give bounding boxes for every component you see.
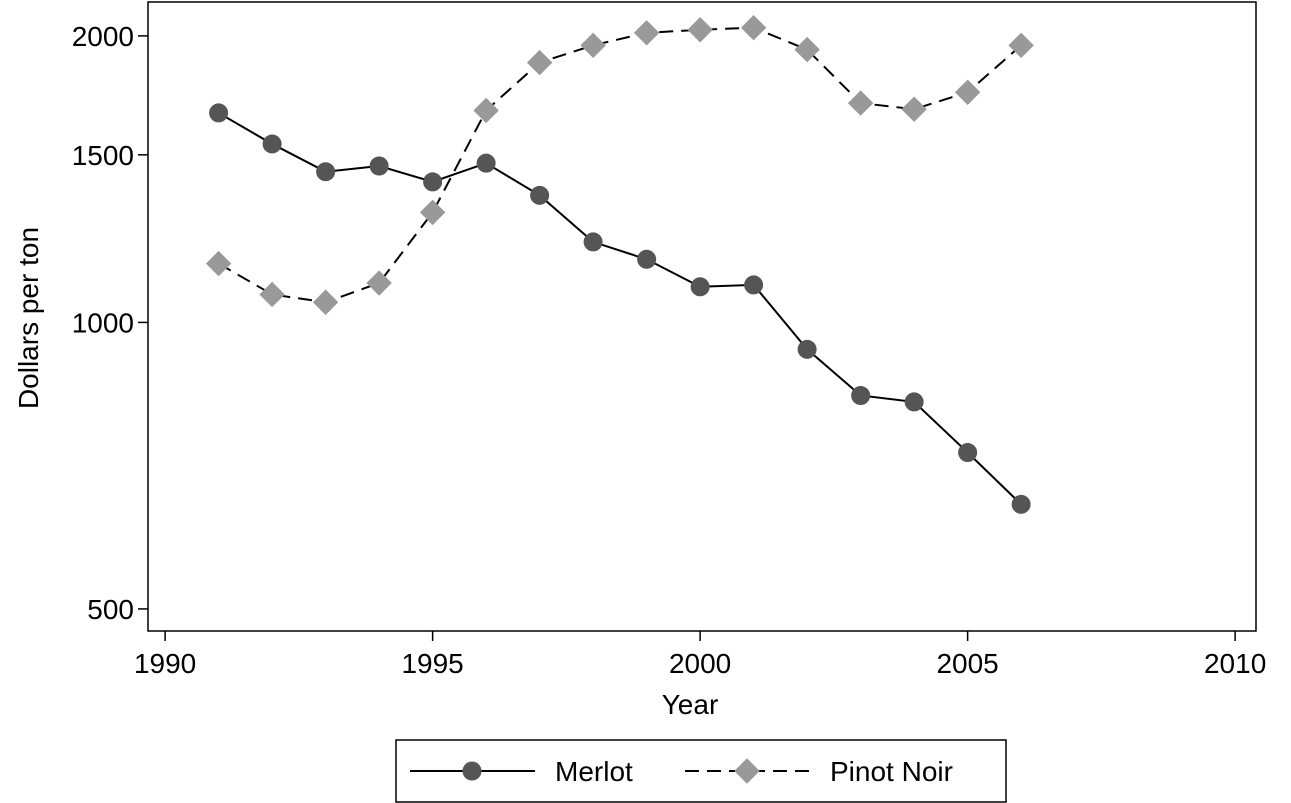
data-point (473, 97, 499, 124)
data-point (851, 385, 871, 405)
data-point (794, 36, 820, 63)
data-point (740, 15, 767, 41)
x-tick-label: 2000 (669, 648, 731, 679)
x-axis-label: Year (662, 689, 719, 720)
data-point (797, 339, 817, 359)
y-axis-label: Dollars per ton (13, 227, 44, 409)
legend-label: Pinot Noir (830, 756, 953, 787)
data-point (904, 392, 924, 412)
data-point (366, 270, 392, 296)
data-point (369, 156, 389, 176)
legend-label: Merlot (555, 756, 633, 787)
data-point (209, 103, 229, 123)
legend-marker (734, 758, 760, 784)
data-point (526, 49, 553, 76)
data-point (954, 79, 981, 105)
data-point (423, 172, 443, 192)
x-tick-label: 1995 (401, 648, 463, 679)
legend-marker (462, 761, 482, 781)
data-point (1011, 494, 1031, 514)
data-point (205, 250, 232, 277)
data-point (1008, 32, 1034, 59)
y-tick-label: 500 (87, 594, 134, 625)
data-point (259, 281, 285, 308)
data-point (687, 17, 713, 43)
y-tick-label: 1000 (72, 307, 134, 338)
data-point (419, 199, 446, 226)
data-point (316, 162, 336, 182)
data-point (690, 277, 710, 297)
data-point (580, 32, 606, 59)
data-point (901, 96, 927, 122)
data-point (583, 232, 603, 252)
data-point (958, 443, 978, 463)
series-line (218, 26, 1022, 304)
data-point (476, 153, 496, 173)
data-point (744, 275, 764, 295)
data-point (312, 289, 339, 315)
x-tick-label: 2010 (1204, 648, 1266, 679)
y-tick-label: 1500 (72, 140, 134, 171)
y-tick-label: 2000 (72, 21, 134, 52)
data-point (530, 185, 550, 205)
data-point (262, 134, 282, 154)
x-tick-label: 1990 (134, 648, 196, 679)
data-point (633, 20, 660, 46)
series-line (218, 112, 1022, 506)
x-tick-label: 2005 (936, 648, 998, 679)
plot-frame (147, 1, 1257, 632)
data-point (847, 90, 874, 116)
data-point (637, 249, 657, 269)
